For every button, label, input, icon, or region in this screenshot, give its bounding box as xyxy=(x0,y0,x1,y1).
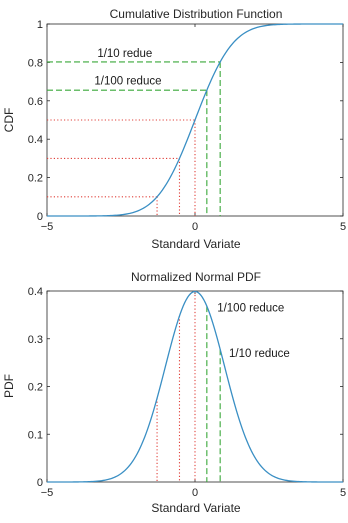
x-tick-label: −5 xyxy=(41,221,54,233)
annotation-label: 1/100 reduce xyxy=(217,303,284,315)
x-tick-label: 5 xyxy=(340,487,346,499)
y-tick-label: 0.3 xyxy=(28,334,43,346)
series-line xyxy=(47,23,343,217)
series-line xyxy=(47,290,343,483)
y-tick-label: 0 xyxy=(37,211,43,223)
x-tick-label: 0 xyxy=(192,487,198,499)
chart-title: Cumulative Distribution Function xyxy=(110,7,283,21)
y-tick-label: 0.4 xyxy=(28,134,43,146)
y-axis-label: PDF xyxy=(2,374,16,398)
annotation-label: 1/100 reduce xyxy=(94,76,161,88)
annotation-label: 1/10 redue xyxy=(97,48,152,60)
y-tick-label: 1 xyxy=(37,19,43,31)
pdf-panel: Normalized Normal PDF Standard Variate P… xyxy=(2,270,346,515)
y-axis-label: CDF xyxy=(2,108,16,133)
x-tick-label: 0 xyxy=(192,221,198,233)
x-tick-label: 5 xyxy=(340,221,346,233)
x-axis-label: Standard Variate xyxy=(151,237,240,251)
cdf-panel: Cumulative Distribution Function Standar… xyxy=(2,7,346,251)
chart-title: Normalized Normal PDF xyxy=(131,270,261,284)
y-tick-label: 0.2 xyxy=(28,173,43,185)
y-tick-label: 0.2 xyxy=(28,382,43,394)
y-tick-label: 0.4 xyxy=(28,286,43,298)
y-tick-label: 0.6 xyxy=(28,96,43,108)
y-tick-label: 0 xyxy=(37,477,43,489)
y-tick-label: 0.1 xyxy=(28,429,43,441)
x-tick-label: −5 xyxy=(41,487,54,499)
y-tick-label: 0.8 xyxy=(28,57,43,69)
annotation-label: 1/10 reduce xyxy=(229,348,290,360)
x-axis-label: Standard Variate xyxy=(151,501,240,515)
